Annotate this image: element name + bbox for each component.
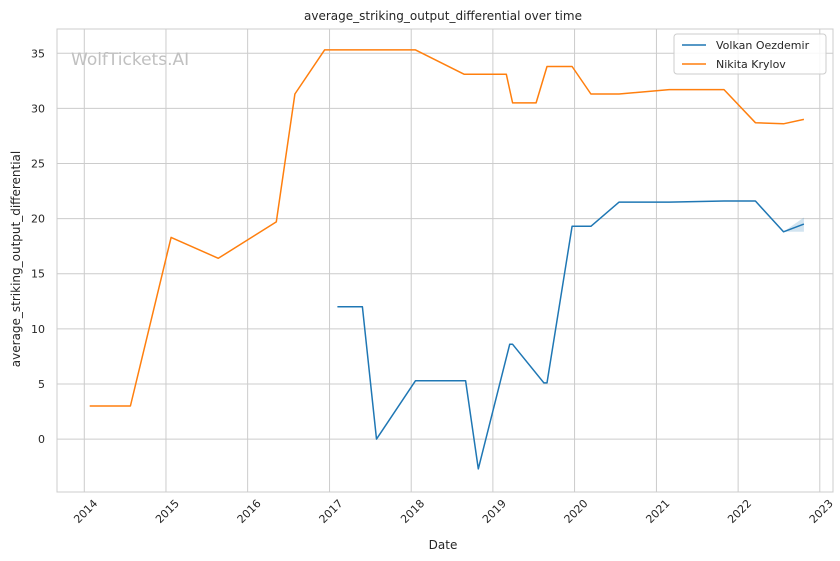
x-tick-label: 2020 [562, 497, 591, 526]
grid [57, 29, 833, 492]
y-tick-label: 15 [31, 268, 45, 281]
plot-area [56, 28, 834, 493]
y-tick-label: 35 [31, 47, 45, 60]
series-line-volkan-oezdemir [337, 200, 805, 470]
chart-title: average_striking_output_differential ove… [304, 9, 582, 23]
x-tick-label: 2016 [235, 497, 264, 526]
y-tick-label: 0 [38, 433, 45, 446]
confidence-band-layer [783, 217, 804, 232]
x-tick-label: 2022 [725, 497, 754, 526]
watermark: WolfTickets.AI [71, 50, 189, 70]
y-axis-ticks: 0 5 10 15 20 25 30 35 [31, 47, 45, 446]
series-line-nikita-krylov [89, 49, 805, 407]
y-tick-label: 30 [31, 102, 45, 115]
legend: Volkan Oezdemir Nikita Krylov [673, 33, 827, 75]
x-tick-label: 2019 [480, 497, 509, 526]
y-tick-label: 10 [31, 323, 45, 336]
x-axis-ticks: 2014 2015 2016 2017 2018 2019 2020 2021 2022 2023 [71, 497, 835, 526]
series-lines [89, 49, 805, 470]
x-tick-label: 2017 [317, 497, 346, 526]
x-axis-label: Date [429, 538, 458, 552]
y-tick-label: 25 [31, 157, 45, 170]
confidence-band [783, 217, 804, 232]
y-axis-label: average_striking_output_differential [9, 151, 23, 367]
legend-label-volkan-oezdemir: Volkan Oezdemir [716, 39, 810, 52]
y-tick-label: 20 [31, 213, 45, 226]
x-tick-label: 2023 [807, 497, 836, 526]
legend-label-nikita-krylov: Nikita Krylov [716, 58, 786, 71]
x-tick-label: 2021 [643, 497, 672, 526]
legend-box [673, 33, 827, 75]
x-tick-label: 2014 [71, 497, 100, 526]
y-tick-label: 5 [38, 378, 45, 391]
x-tick-label: 2015 [153, 497, 182, 526]
x-tick-label: 2018 [398, 497, 427, 526]
